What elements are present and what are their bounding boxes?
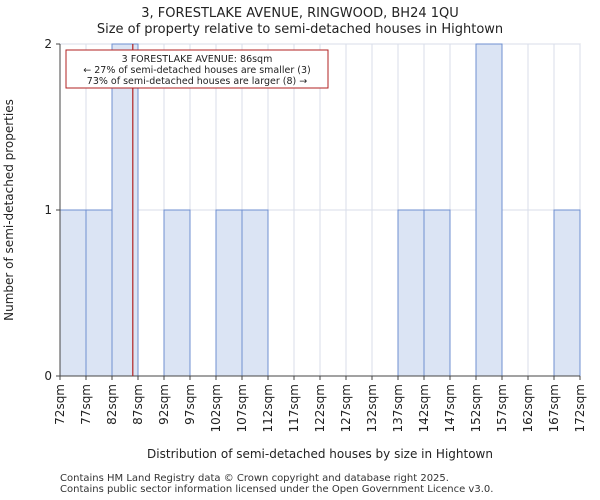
- footer-line-1: Contains HM Land Registry data © Crown c…: [60, 473, 449, 484]
- chart-title: 3, FORESTLAKE AVENUE, RINGWOOD, BH24 1QU: [141, 6, 459, 21]
- annotation-line-3: 73% of semi-detached houses are larger (…: [87, 76, 307, 87]
- x-tick-label: 82sqm: [105, 384, 119, 425]
- y-axis-label: Number of semi-detached properties: [2, 99, 16, 321]
- x-tick-label: 97sqm: [183, 384, 197, 425]
- chart-subtitle: Size of property relative to semi-detach…: [96, 22, 504, 37]
- x-tick-label: 127sqm: [339, 384, 353, 432]
- histogram-bar: [423, 209, 451, 377]
- x-tick-label: 162sqm: [521, 384, 535, 432]
- histogram-bar: [397, 209, 425, 377]
- x-tick-label: 117sqm: [287, 384, 301, 432]
- annotation-line-1: 3 FORESTLAKE AVENUE: 86sqm: [122, 54, 273, 65]
- x-tick-label: 147sqm: [443, 384, 457, 432]
- x-tick-label: 102sqm: [209, 384, 223, 432]
- x-tick-label: 137sqm: [391, 384, 405, 432]
- x-tick-label: 87sqm: [131, 384, 145, 425]
- x-tick-label: 92sqm: [157, 384, 171, 425]
- histogram-bar: [215, 209, 243, 377]
- x-axis-label: Distribution of semi-detached houses by …: [147, 447, 493, 461]
- annotation-box: [65, 49, 329, 89]
- x-tick-label: 132sqm: [365, 384, 379, 432]
- x-tick-label: 72sqm: [53, 384, 67, 425]
- x-tick-label: 142sqm: [417, 384, 431, 432]
- histogram-bar: [163, 209, 191, 377]
- histogram-bar: [475, 43, 503, 377]
- footer-line-2: Contains public sector information licen…: [60, 484, 494, 495]
- histogram-bar: [241, 209, 269, 377]
- y-tick-label: 2: [44, 37, 52, 51]
- y-tick-label: 1: [44, 203, 52, 217]
- y-tick-label: 0: [44, 369, 52, 383]
- x-tick-label: 107sqm: [235, 384, 249, 432]
- x-tick-label: 122sqm: [313, 384, 327, 432]
- histogram-bar: [59, 209, 87, 377]
- histogram-bar: [553, 209, 581, 377]
- x-tick-label: 167sqm: [547, 384, 561, 432]
- histogram-bar: [111, 43, 139, 377]
- x-tick-label: 152sqm: [469, 384, 483, 432]
- annotation-line-2: ← 27% of semi-detached houses are smalle…: [83, 65, 311, 76]
- histogram-bar: [85, 209, 113, 377]
- x-tick-label: 77sqm: [79, 384, 93, 425]
- x-tick-label: 157sqm: [495, 384, 509, 432]
- x-tick-label: 172sqm: [573, 384, 587, 432]
- x-tick-label: 112sqm: [261, 384, 275, 432]
